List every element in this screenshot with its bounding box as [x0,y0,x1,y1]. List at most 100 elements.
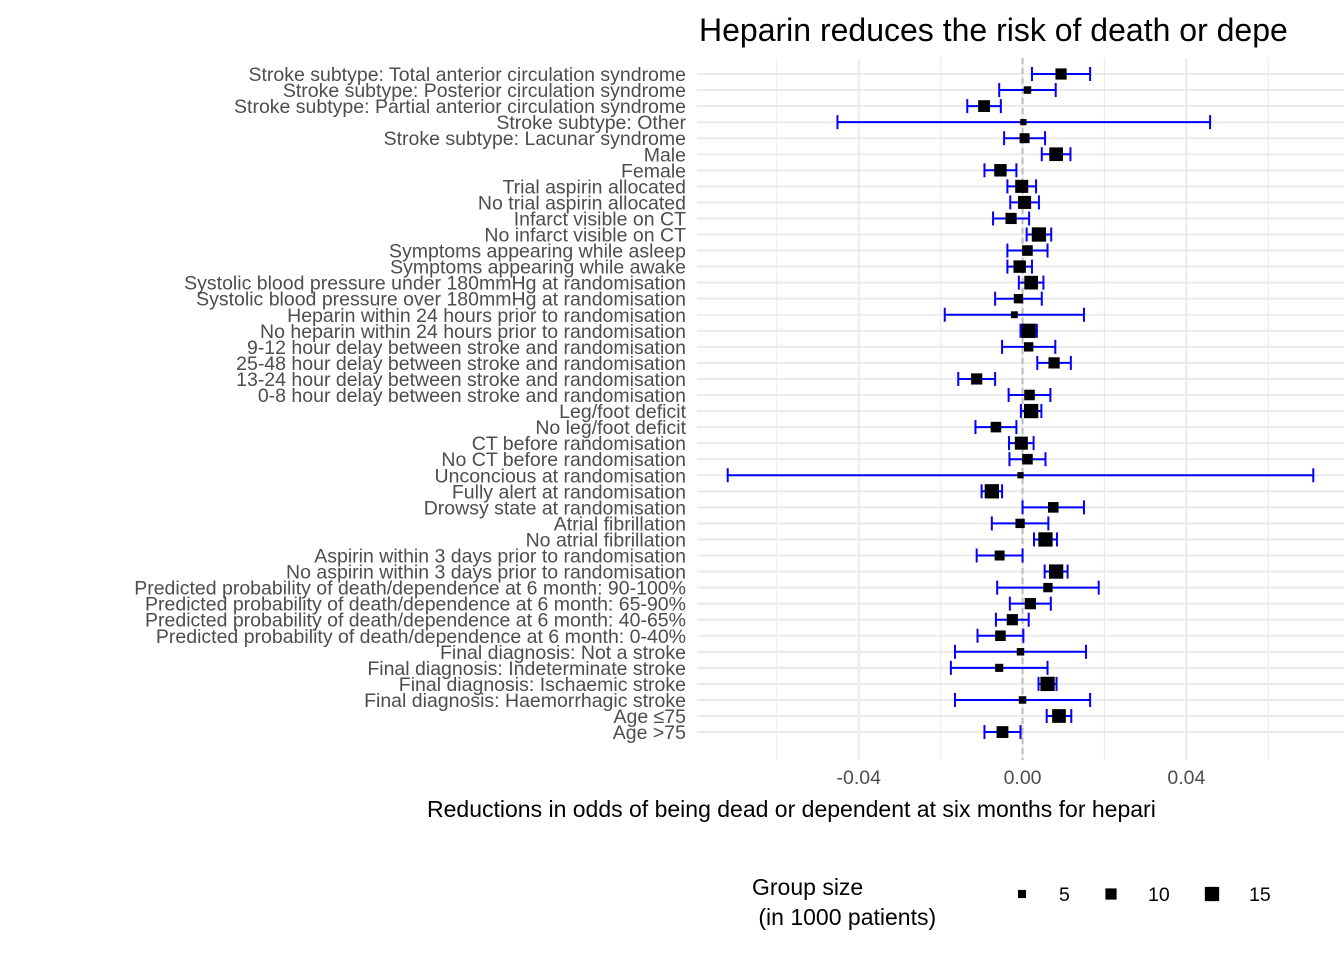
row-label: Unconcious at randomisation [435,465,686,487]
legend-key [1017,889,1027,899]
point-estimate [978,100,990,113]
legend-title-line1: Group size [752,874,863,900]
row-label: No aspirin within 3 days prior to random… [286,562,686,584]
row-label: No infarct visible on CT [484,225,686,247]
point-estimate [995,663,1004,672]
row-label: Stroke subtype: Posterior circulation sy… [283,80,686,102]
row-label: Age >75 [613,722,686,744]
point-estimate [1020,119,1027,126]
row-label: Final diagnosis: Not a stroke [440,642,686,664]
row-label: Age ≤75 [613,706,686,728]
point-estimate [1022,245,1033,256]
row-label: Drowsy state at randomisation [424,497,686,519]
legend: Group size (in 1000 patients) 5 10 15 [752,874,1271,930]
row-label: Trial aspirin allocated [502,176,686,198]
row-label: Systolic blood pressure under 180mmHg at… [184,273,686,295]
point-estimate [994,164,1007,177]
point-estimate [1015,518,1025,529]
row-label: Stroke subtype: Lacunar syndrome [384,128,686,150]
row-label: No heparin within 24 hours prior to rand… [260,321,686,343]
point-estimate [1024,389,1035,401]
row-label: Infarct visible on CT [514,208,686,230]
point-estimate [990,421,1002,433]
row-label: No atrial fibrillation [526,529,686,551]
row-label: Final diagnosis: Haemorrhagic stroke [364,690,686,712]
legend-label: 10 [1148,884,1170,906]
row-label: Aspirin within 3 days prior to randomisa… [314,546,686,568]
point-estimate [1052,709,1066,723]
row-label: Female [621,160,686,182]
row-label: No CT before randomisation [441,449,686,471]
point-estimate [1016,648,1025,656]
x-tick-label: 0.00 [1004,767,1042,789]
errorbar-layer [726,67,1315,740]
point-estimate [1019,133,1030,144]
row-label: No leg/foot deficit [535,417,686,439]
point-estimate [1024,342,1034,352]
point-estimate [1024,598,1036,610]
chart-title: Heparin reduces the risk of death or dep… [699,12,1288,48]
row-label: Systolic blood pressure over 180mmHg at … [196,289,686,311]
legend-key [1105,888,1117,900]
point-estimate [1017,472,1024,479]
point-estimate [1048,357,1060,369]
point-estimate [994,550,1005,561]
row-label: Symptoms appearing while awake [390,257,686,279]
point-estimate [1018,195,1032,209]
point-estimate [1018,696,1027,704]
legend-label: 5 [1059,884,1070,906]
row-label: 0-8 hour delay between stroke and random… [258,385,686,407]
row-label: Predicted probability of death/dependenc… [156,626,686,648]
point-estimate [996,726,1009,738]
point-estimate [1021,323,1036,338]
point-estimate [995,630,1006,642]
row-label: Heparin within 24 hours prior to randomi… [287,305,686,327]
row-label: Predicted probability of death/dependenc… [145,610,686,632]
row-label: CT before randomisation [472,433,686,455]
point-estimate [1038,532,1053,547]
row-label: 13-24 hour delay between stroke and rand… [236,369,686,391]
row-label: Final diagnosis: Ischaemic stroke [399,674,686,696]
point-estimate [1013,294,1024,304]
row-label: Leg/foot deficit [559,401,686,423]
point-estimate [1006,614,1018,626]
row-label: No trial aspirin allocated [478,192,686,214]
x-tick-label: -0.04 [837,767,882,789]
point-estimate [1013,260,1026,273]
point-estimate [971,373,983,385]
row-label: Male [644,144,686,166]
point-estimate [1047,502,1059,513]
row-label: Stroke subtype: Partial anterior circula… [234,96,686,118]
point-estimate [1014,436,1028,450]
x-tick-layer: -0.04 0.00 0.04 [837,767,1206,789]
legend-label: 15 [1249,884,1271,906]
point-estimate [1049,147,1063,162]
row-label: Stroke subtype: Total anterior circulati… [248,64,686,86]
legend-key [1204,886,1220,902]
row-label-layer: Stroke subtype: Total anterior circulati… [134,64,686,744]
point-estimate [1023,86,1032,94]
row-label: 9-12 hour delay between stroke and rando… [247,337,686,359]
legend-items: 5 10 15 [1017,884,1271,906]
point-estimate [1040,676,1055,692]
point-estimate [1010,311,1018,319]
row-label: Predicted probability of death/dependenc… [145,594,686,616]
row-label: 25-48 hour delay between stroke and rand… [236,353,686,375]
row-label: Stroke subtype: Other [496,112,686,134]
point-estimate [1024,275,1038,290]
row-label: Predicted probability of death/dependenc… [134,578,686,600]
point-estimate [1022,453,1033,465]
point-estimate [1048,564,1064,579]
x-tick-label: 0.04 [1167,767,1205,789]
point-estimate [1055,68,1067,80]
point-layer [971,68,1067,738]
row-label: Final diagnosis: Indeterminate stroke [367,658,686,680]
point-estimate [1031,227,1047,242]
point-estimate [1015,179,1029,193]
x-axis-label: Reductions in odds of being dead or depe… [427,796,1156,822]
row-label: Atrial fibrillation [554,513,686,535]
row-label: Symptoms appearing while asleep [389,241,686,263]
point-estimate [1043,582,1053,593]
legend-title-line2: (in 1000 patients) [752,904,936,930]
